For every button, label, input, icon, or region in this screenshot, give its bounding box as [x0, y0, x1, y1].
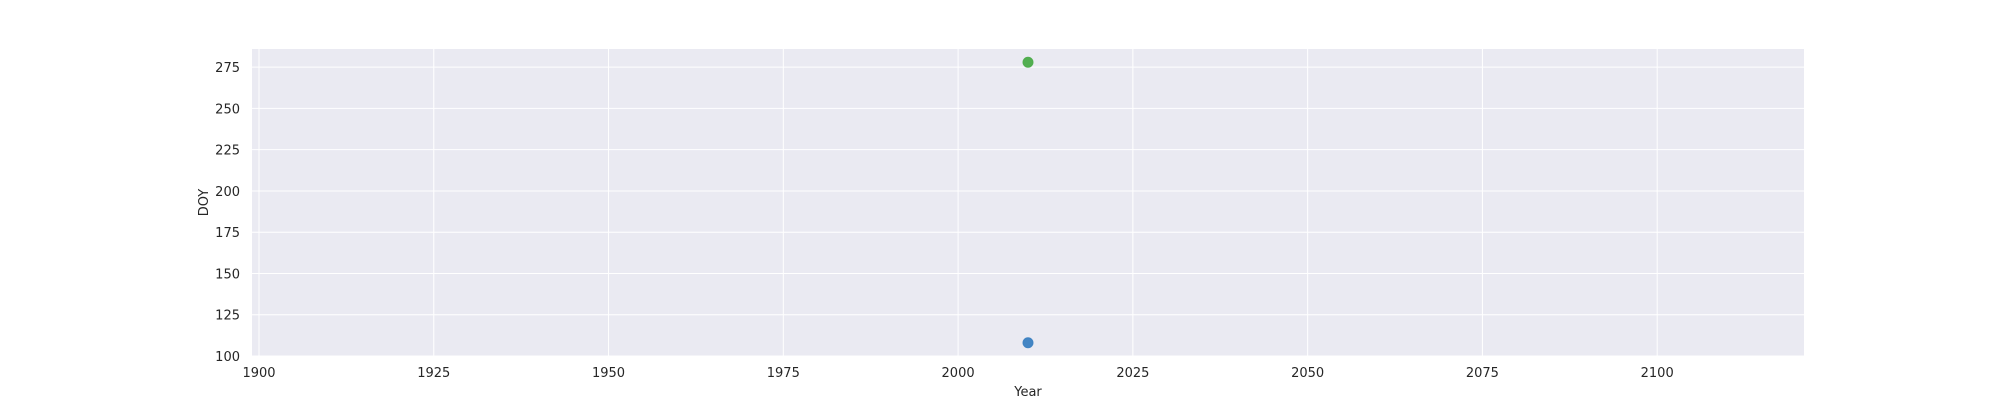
y-tick-label: 225	[215, 144, 240, 159]
x-tick-label: 1975	[767, 366, 800, 381]
data-point	[1022, 56, 1034, 68]
x-tick-label: 2025	[1116, 366, 1149, 381]
y-tick-labels: 100 125 150 175 200 225 250 275	[215, 61, 240, 365]
y-tick-label: 175	[215, 226, 240, 241]
x-tick-label: 1925	[417, 366, 450, 381]
x-gridlines	[258, 49, 1658, 356]
y-tick-label: 150	[215, 267, 240, 282]
plot-area	[252, 49, 1804, 356]
x-axis-label: Year	[1013, 385, 1042, 400]
x-tick-labels: 1900 1925 1950 1975 2000 2025 2050 2075 2100	[242, 366, 1673, 381]
data-points	[1022, 56, 1034, 349]
y-tick-label: 200	[215, 185, 240, 200]
x-tick-label: 2050	[1291, 366, 1324, 381]
y-tick-label: 125	[215, 309, 240, 324]
x-tick-label: 2000	[942, 366, 975, 381]
y-tick-label: 250	[215, 102, 240, 117]
x-tick-label: 2075	[1466, 366, 1499, 381]
y-tick-label: 275	[215, 61, 240, 76]
data-point	[1022, 337, 1034, 349]
x-tick-label: 2100	[1641, 366, 1674, 381]
x-tick-label: 1950	[592, 366, 625, 381]
x-tick-label: 1900	[242, 366, 275, 381]
y-axis-label: DOY	[197, 189, 212, 217]
y-tick-label: 100	[215, 350, 240, 365]
